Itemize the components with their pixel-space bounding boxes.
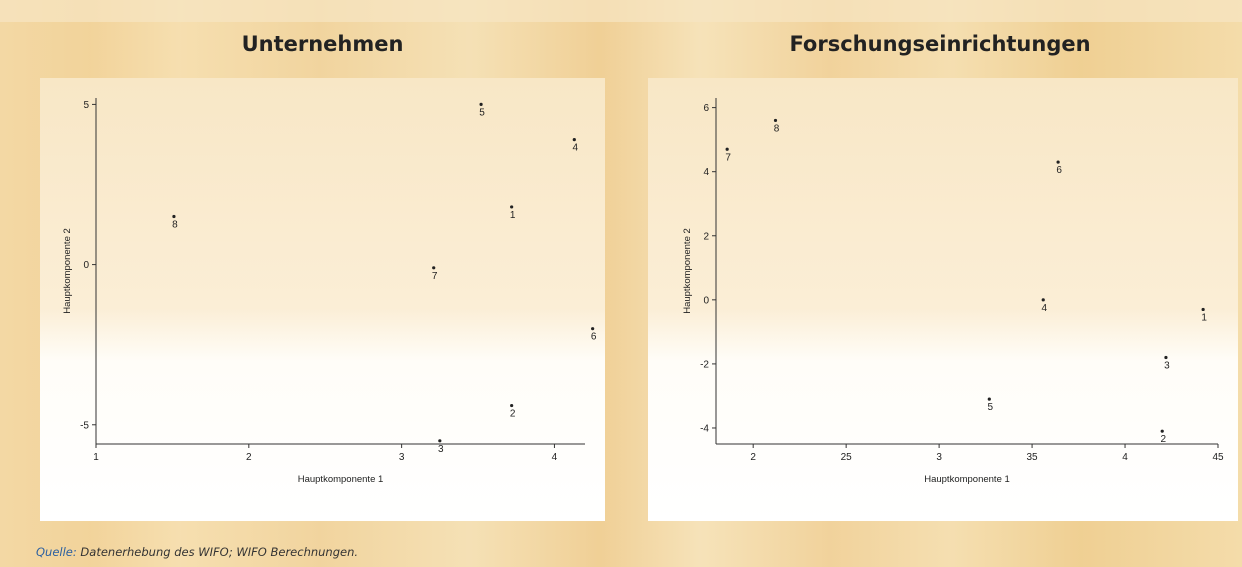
x-axis-title: Hauptkomponente 1 <box>298 474 384 485</box>
y-tick-label: 4 <box>703 167 709 178</box>
source-text: Datenerhebung des WIFO; WIFO Berechnunge… <box>80 545 359 559</box>
y-tick-label: -4 <box>700 423 709 434</box>
x-tick-label: 4 <box>552 452 558 463</box>
scatter-point <box>591 327 595 331</box>
x-tick-label: 2 <box>750 452 756 463</box>
point-label: 5 <box>988 402 994 413</box>
x-tick-label: 35 <box>1027 452 1039 463</box>
chart-title: Unternehmen <box>241 32 404 56</box>
plot-area: 2 25 3 35 4 45 6 4 2 0 -2 -4 Hauptkomponente 1 Hauptk… <box>648 78 1238 521</box>
point-label: 7 <box>432 271 438 282</box>
plot-area: 1 2 3 4 5 0 -5 Hauptkomponente 1 Hauptkomponente… <box>40 78 605 521</box>
y-tick-label: 0 <box>703 295 709 306</box>
x-tick-label: 1 <box>93 452 99 463</box>
scatter-point <box>1164 355 1168 360</box>
chart-title: Forschungseinrichtungen <box>789 32 1091 56</box>
scatter-point <box>1056 160 1060 164</box>
y-axis-title: Hauptkomponente 2 <box>62 228 73 314</box>
point-label: 7 <box>725 152 731 163</box>
y-tick-label: 5 <box>83 100 89 111</box>
x-tick-label: 3 <box>399 452 405 463</box>
scatter-point <box>773 118 778 123</box>
x-tick-label: 45 <box>1212 452 1224 463</box>
x-tick-label: 3 <box>936 452 942 463</box>
y-tick-label: -2 <box>700 359 709 370</box>
y-tick-label: 6 <box>703 103 709 114</box>
scatter-point <box>510 403 514 408</box>
point-label: 3 <box>438 444 444 455</box>
scatter-point <box>1160 429 1164 433</box>
x-axis-title: Hauptkomponente 1 <box>924 474 1010 485</box>
scatter-point <box>1041 298 1045 302</box>
chart-panel-forschungseinrichtungen: Forschungseinrichtungen 2 25 3 35 4 45 6 4 2 0 -2-… <box>640 20 1240 521</box>
point-label: 1 <box>1201 312 1207 323</box>
scatter-point <box>432 266 436 270</box>
point-label: 3 <box>1164 361 1170 372</box>
y-axis-title: Hauptkomponente 2 <box>682 228 693 314</box>
x-tick-label: 25 <box>841 452 853 463</box>
scatter-point <box>510 205 514 209</box>
chart-panel-unternehmen: Unternehmen 1 2 3 4 5 0 -5 Hauptkomponente 1 Hau… <box>30 20 615 521</box>
point-label: 2 <box>510 409 516 420</box>
point-label: 6 <box>1056 165 1062 176</box>
point-label: 8 <box>774 123 780 134</box>
source-lead: Quelle: <box>36 545 77 559</box>
scatter-chart-unternehmen: 1 2 3 4 5 0 -5 Hauptkomponente 1 Hauptkomponente… <box>62 98 597 485</box>
scatter-point <box>572 138 576 142</box>
point-label: 4 <box>573 143 579 154</box>
scatter-point <box>987 397 991 401</box>
x-tick-label: 4 <box>1122 452 1128 463</box>
scatter-point <box>172 214 176 219</box>
x-tick-label: 2 <box>246 452 252 463</box>
top-band <box>0 0 1242 22</box>
scatter-point <box>1201 307 1205 312</box>
scatter-point <box>438 439 442 443</box>
point-label: 5 <box>479 107 485 118</box>
y-tick-label: 0 <box>83 260 89 271</box>
scatter-point <box>725 147 729 151</box>
y-tick-label: 2 <box>703 231 709 242</box>
point-label: 6 <box>591 332 597 343</box>
point-label: 2 <box>1160 434 1166 445</box>
point-label: 4 <box>1041 303 1047 314</box>
source-note: Quelle: Datenerhebung des WIFO; WIFO Ber… <box>36 545 358 559</box>
point-label: 1 <box>510 210 516 221</box>
scatter-point <box>479 102 483 107</box>
point-label: 8 <box>172 220 178 231</box>
y-tick-label: -5 <box>80 420 89 431</box>
